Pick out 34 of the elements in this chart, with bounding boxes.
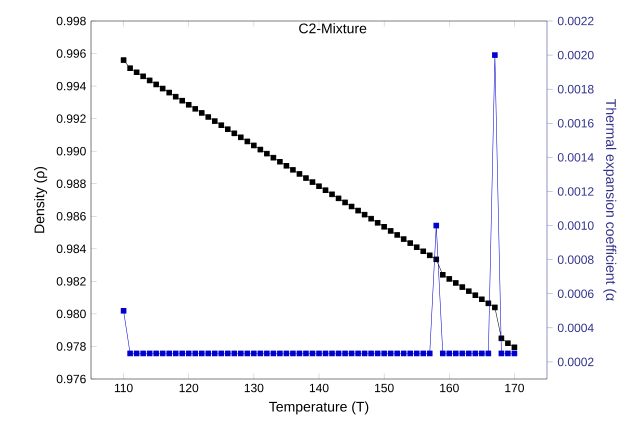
x-tick-label: 170 [505,384,524,392]
y2-tick-label: 0.0016 [558,119,594,128]
y-tick-label: 0.988 [56,179,86,188]
y-tick-label: 0.976 [56,374,86,384]
y2-tick-label: 0.0022 [558,16,594,26]
y-tick-label: 0.986 [56,212,86,221]
y-tick-label: 0.996 [56,49,86,58]
y-tick-label: 0.998 [56,16,86,26]
y2-tick-label: 0.0004 [558,324,594,332]
y-tick-label: 0.982 [56,277,86,286]
x-tick-label: 150 [375,384,394,392]
y2-tick-label: 0.0002 [558,358,594,366]
y2-tick-label: 0.0008 [558,255,594,264]
x-tick-label: 110 [114,384,133,392]
x-tick-label: 140 [310,384,329,392]
y-tick-label: 0.980 [56,310,86,318]
y-tick-label: 0.992 [56,114,86,123]
x-axis-title: Temperature (T) [269,401,368,414]
y2-tick-label: 0.0006 [558,289,594,298]
y2-tick-label: 0.0010 [558,221,594,230]
y2-tick-label: 0.0018 [558,84,594,94]
y2-tick-label: 0.0012 [558,187,594,196]
y2-axis-title: Thermal expansion coefficient (α [603,99,616,301]
y-axis-title: Density (ρ) [34,166,48,233]
y-tick-label: 0.990 [56,146,86,156]
y2-tick-label: 0.0020 [558,50,594,60]
y-tick-label: 0.994 [56,82,86,90]
x-tick-label: 160 [440,384,459,392]
y-tick-label: 0.978 [56,342,86,351]
chart-title: C2-Mixture [299,23,366,34]
y-tick-label: 0.984 [56,244,86,254]
x-tick-label: 130 [244,384,264,392]
y2-tick-label: 0.0014 [558,153,594,162]
x-tick-label: 120 [180,384,198,392]
